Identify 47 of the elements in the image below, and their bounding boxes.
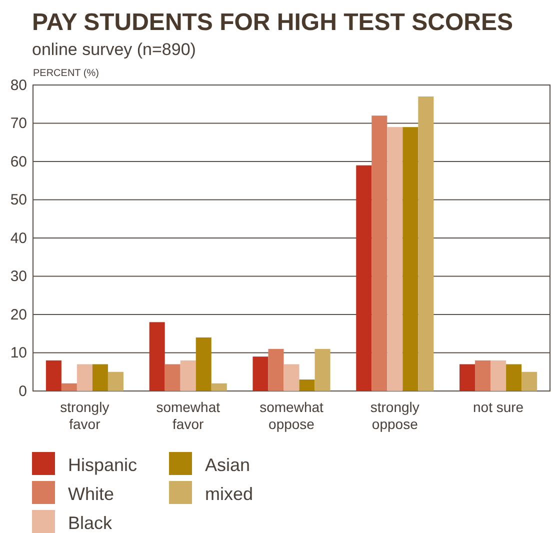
bar — [402, 127, 418, 391]
bar — [180, 360, 196, 391]
bar — [490, 360, 506, 391]
y-axis-title: PERCENT (%) — [33, 68, 99, 79]
bar — [46, 360, 62, 391]
legend-label: Asian — [205, 455, 250, 475]
bar — [372, 116, 388, 391]
bar — [356, 165, 372, 391]
y-tick-label: 50 — [10, 192, 27, 209]
legend-label: White — [68, 484, 114, 504]
bar — [164, 364, 180, 391]
y-tick-label: 60 — [10, 153, 27, 170]
chart-title: PAY STUDENTS FOR HIGH TEST SCORES — [32, 9, 513, 36]
legend-label: mixed — [205, 484, 254, 504]
bar — [299, 380, 315, 391]
y-tick-label: 40 — [10, 230, 27, 247]
bar — [108, 372, 124, 391]
bar — [252, 356, 268, 391]
x-tick-label: strongly oppose — [370, 399, 420, 432]
bar — [475, 360, 491, 391]
bar — [460, 364, 476, 391]
x-tick-label: not sure — [473, 399, 524, 415]
y-tick-label: 0 — [18, 382, 27, 400]
y-tick-label: 20 — [10, 306, 27, 324]
bar — [284, 364, 300, 391]
legend-label: Black — [68, 513, 114, 533]
y-tick-label: 10 — [10, 344, 27, 362]
y-tick-label: 70 — [10, 115, 27, 132]
bar — [76, 364, 92, 391]
y-tick-label: 30 — [10, 268, 27, 286]
y-tick-label: 80 — [10, 76, 27, 94]
x-tick-label: somewhat favor — [156, 399, 220, 432]
x-tick-label: strongly favor — [60, 399, 110, 432]
bar — [211, 383, 227, 391]
bar — [418, 96, 434, 391]
bar — [92, 364, 108, 391]
bar — [268, 348, 284, 391]
bar — [196, 337, 212, 391]
chart-subtitle: online survey (n=890) — [32, 40, 196, 59]
x-tick-label: somewhat oppose — [260, 399, 324, 432]
bar — [506, 364, 522, 391]
bar — [314, 348, 330, 391]
bar — [149, 322, 165, 391]
bar — [61, 383, 77, 391]
bar — [387, 127, 403, 391]
bar — [522, 372, 538, 391]
legend-label: Hispanic — [68, 455, 138, 475]
